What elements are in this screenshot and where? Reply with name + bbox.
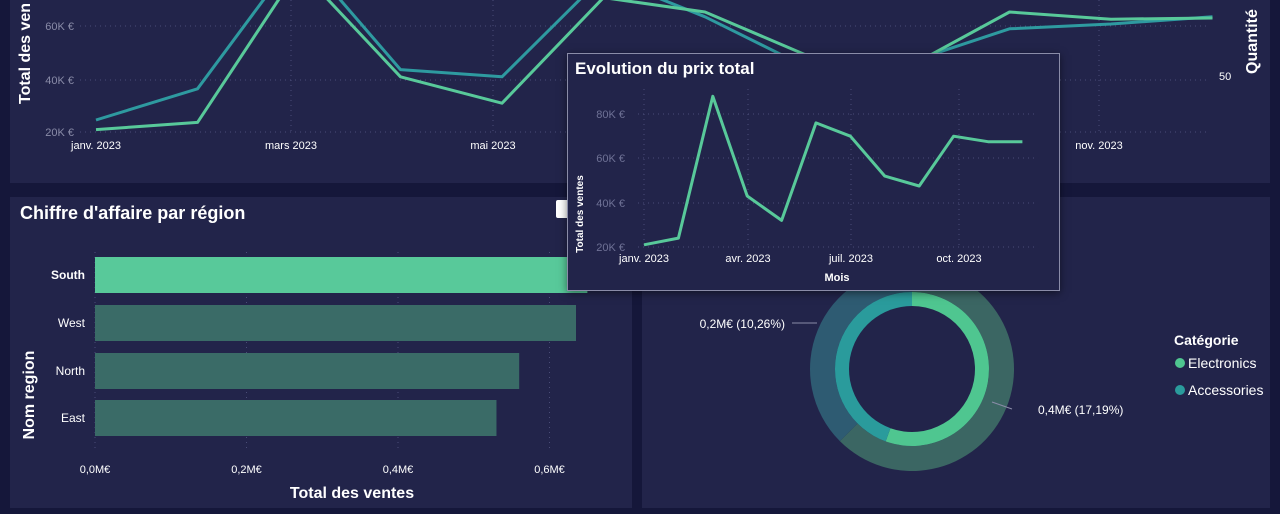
focus-mode-icon[interactable] [556, 200, 570, 218]
bar-east[interactable] [95, 400, 497, 436]
bar-xlabel: Total des ventes [290, 485, 414, 502]
bar-west[interactable] [95, 305, 577, 341]
tooltip-x-label: janv. 2023 [618, 253, 669, 265]
donut-data-label: 0,4M€ (17,19%) [1038, 403, 1123, 417]
donut-outer-slice[interactable] [810, 267, 912, 442]
legend-marker-electronics [1175, 358, 1185, 368]
tooltip-chart-card: Evolution du prix total Total des ventes… [567, 53, 1060, 291]
top-x-label: nov. 2023 [1075, 140, 1123, 152]
tooltip-y-tick: 40K € [596, 198, 625, 210]
top-y-tick: 20K € [45, 127, 74, 139]
bar-north[interactable] [95, 353, 520, 389]
tooltip-y-tick: 60K € [596, 153, 625, 165]
legend-marker-accessories [1175, 385, 1185, 395]
donut-outer-slice[interactable] [839, 267, 1015, 471]
donut-slice-accessories[interactable] [834, 292, 912, 442]
tooltip-x-label: avr. 2023 [725, 253, 770, 265]
tooltip-title: Evolution du prix total [575, 59, 754, 78]
bar-category-label: South [51, 268, 85, 282]
top-right-tick: 50 [1219, 71, 1231, 83]
top-series-line-1 [95, 0, 1213, 122]
donut-data-label: 0,2M€ (10,26%) [700, 317, 785, 331]
bar-ylabel: Nom region [21, 351, 38, 440]
category-donut-chart: 0,2M€ (10,26%) 0,4M€ (17,19%) Catégorie … [700, 267, 1263, 471]
bar-category-label: East [61, 411, 86, 425]
top-x-label: janv. 2023 [70, 140, 121, 152]
legend-title: Catégorie [1174, 332, 1239, 348]
tooltip-xlabel: Mois [824, 272, 849, 284]
top-y-tick: 40K € [45, 75, 74, 87]
bar-x-tick: 0,2M€ [231, 464, 262, 476]
donut-leader-line [991, 401, 1013, 410]
panel-title: Chiffre d'affaire par région [20, 203, 245, 223]
region-bar-chart: Chiffre d'affaire par région Nom region … [20, 203, 588, 502]
tooltip-y-tick: 20K € [596, 242, 625, 254]
bar-x-tick: 0,0M€ [80, 464, 111, 476]
top-y-tick: 60K € [45, 21, 74, 33]
top-ylabel-left: Total des ven [17, 3, 34, 104]
top-x-label: mars 2023 [265, 140, 317, 152]
legend-item-accessories[interactable]: Accessories [1188, 382, 1263, 398]
bar-x-tick: 0,6M€ [534, 464, 565, 476]
tooltip-series-line [643, 94, 1023, 247]
bar-south[interactable] [95, 257, 588, 293]
tooltip-ylabel: Total des ventes [575, 175, 586, 253]
bar-x-tick: 0,4M€ [383, 464, 414, 476]
top-line-chart: Total des ven Quantité 50 20K € 40K € 60… [17, 0, 1261, 152]
tooltip-x-label: juil. 2023 [828, 253, 873, 265]
top-series-line-0 [95, 0, 1213, 132]
region-bar-panel[interactable]: Chiffre d'affaire par région Nom region … [10, 197, 632, 508]
tooltip-x-label: oct. 2023 [936, 253, 981, 265]
bar-category-label: West [58, 316, 86, 330]
bar-category-label: North [56, 364, 85, 378]
donut-slice-electronics[interactable] [885, 292, 989, 446]
top-x-label: mai 2023 [470, 140, 515, 152]
tooltip-y-tick: 80K € [596, 109, 625, 121]
legend-item-electronics[interactable]: Electronics [1188, 355, 1256, 371]
tooltip-line-chart: Evolution du prix total Total des ventes… [575, 59, 1038, 284]
top-ylabel-right: Quantité [1244, 9, 1261, 74]
